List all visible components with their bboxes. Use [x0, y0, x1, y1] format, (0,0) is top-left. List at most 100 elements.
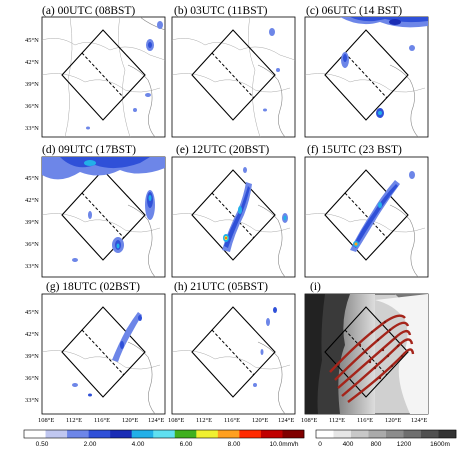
precip-color-swatch: [260, 430, 283, 438]
precip-color-swatch: [131, 430, 154, 438]
province-border: [172, 38, 295, 61]
precip-cells: [72, 312, 142, 397]
precip-colorbar: 0.50 2.00 4.00 6.00 8.00 10.0mm/h: [23, 429, 305, 448]
precip-cells: [263, 28, 280, 112]
center-dashed-line: [211, 52, 255, 99]
lat-tick: 45°N: [25, 309, 39, 316]
terrain-colorbar-frame: [315, 429, 457, 439]
lon-axis: 108°E 112°E 116°E 120°E 124°E: [38, 417, 164, 424]
terrain-color-swatch: [421, 430, 439, 438]
panel-title: (e) 12UTC (20BST): [176, 144, 269, 156]
lat-axis: 45°N 42°N 39°N 36°N 33°N: [25, 309, 39, 404]
analysis-box: [324, 306, 409, 398]
panel-d: (d) 09UTC (17BST) 45°N 42°N: [25, 144, 166, 278]
terrain-colorbar: 0 400 800 1200 1600m: [315, 429, 457, 448]
province-border: [42, 73, 161, 93]
map-content: [42, 306, 161, 414]
province-border: [42, 38, 165, 61]
precip-color-swatch: [67, 430, 89, 438]
panel-title: (h) 21UTC (05BST): [174, 281, 268, 293]
precip-swatches: [24, 430, 305, 438]
panel-title: (d) 09UTC (17BST): [42, 144, 136, 156]
precip-cells: [42, 157, 165, 262]
lat-tick: 39°N: [25, 81, 39, 88]
analysis-box: [61, 29, 146, 121]
panel-e: (e) 12UTC (20BST): [171, 144, 296, 278]
precip-color-swatch: [217, 430, 240, 438]
coastline: [389, 204, 419, 277]
terrain-color-swatch: [316, 430, 334, 438]
lon-tick: 116°E: [224, 417, 240, 424]
map-frame: [41, 293, 166, 415]
precip-color-swatch: [174, 430, 197, 438]
terrain-color-swatch: [438, 430, 457, 438]
precip-colorbar-label: 8.00: [228, 441, 241, 448]
precip-colorbar-label: 4.00: [132, 441, 145, 448]
terrain-color-swatch: [351, 430, 369, 438]
map-content: [172, 306, 291, 414]
map-content: [172, 167, 291, 277]
lat-tick: 36°N: [25, 241, 39, 248]
precip-cells: [340, 17, 428, 118]
coastline: [257, 64, 286, 137]
precip-color-swatch: [282, 430, 305, 438]
analysis-box: [191, 29, 276, 121]
coastline: [389, 64, 419, 137]
trajectory-markers: [358, 320, 404, 380]
lon-axis: 108°E 112°E 116°E 120°E 124°E: [301, 417, 427, 424]
center-dashed-line: [81, 329, 125, 376]
precip-color-swatch: [110, 430, 132, 438]
lon-tick: 124°E: [278, 417, 294, 424]
lat-axis: 45°N 42°N 39°N 36°N 33°N: [25, 37, 39, 132]
terrain-color-swatch: [386, 430, 404, 438]
panel-c: (c) 06UTC (14 BST): [304, 5, 429, 138]
lat-tick: 36°N: [25, 375, 39, 382]
center-dashed-line: [211, 192, 255, 239]
coastline: [257, 341, 286, 414]
lon-tick: 112°E: [196, 417, 212, 424]
panel-title: (i): [310, 281, 321, 293]
lon-tick: 116°E: [94, 417, 110, 424]
map-content: [305, 294, 428, 414]
terrain-colorbar-label: 800: [371, 441, 382, 448]
panel-i: (i) 108: [301, 281, 429, 424]
lat-tick: 33°N: [25, 263, 39, 270]
lat-axis: 45°N 42°N 39°N 36°N 33°N: [25, 175, 39, 270]
panel-title: (g) 18UTC (02BST): [46, 281, 140, 293]
province-border: [248, 17, 261, 137]
precip-color-swatch: [153, 430, 176, 438]
analysis-box: [61, 169, 146, 261]
map-frame: [171, 156, 296, 278]
panel-title: (c) 06UTC (14 BST): [306, 5, 402, 17]
lat-tick: 42°N: [25, 331, 39, 338]
map-frame: [171, 16, 296, 138]
lat-tick: 39°N: [25, 353, 39, 360]
lat-tick: 36°N: [25, 103, 39, 110]
lon-tick: 108°E: [301, 417, 317, 424]
coastline: [257, 204, 286, 277]
center-dashed-line: [344, 192, 388, 239]
terrain-highest: [305, 294, 325, 414]
center-dashed-line: [81, 52, 125, 99]
lat-tick: 42°N: [25, 59, 39, 66]
precip-colorbar-frame: [23, 429, 305, 439]
panel-h: (h) 21UTC (05BST) 108°E 112°E 116°E 120°…: [168, 281, 296, 424]
province-border: [42, 350, 161, 370]
panel-title: (b) 03UTC (11BST): [174, 5, 268, 17]
map-content: [172, 17, 295, 137]
lon-tick: 112°E: [329, 417, 345, 424]
precip-color-swatch: [24, 430, 46, 438]
province-border: [172, 350, 291, 370]
map-content: [42, 157, 165, 277]
lat-tick: 39°N: [25, 219, 39, 226]
precip-cells: [86, 21, 163, 130]
province-border: [172, 73, 291, 93]
center-dashed-line: [81, 192, 125, 239]
precip-cells: [253, 307, 277, 387]
terrain-swatches: [316, 430, 457, 438]
coastline: [127, 204, 156, 277]
lon-tick: 112°E: [66, 417, 82, 424]
sea: [375, 294, 428, 414]
terrain-colorbar-label: 400: [343, 441, 354, 448]
